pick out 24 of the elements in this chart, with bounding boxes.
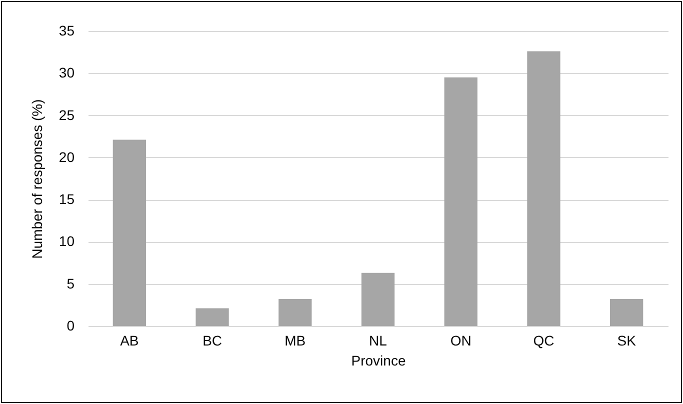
y-tick-label: 35	[58, 22, 75, 38]
y-tick-label: 30	[58, 64, 75, 81]
y-tick-label: 15	[58, 191, 75, 208]
x-tick-label: AB	[120, 332, 139, 348]
y-axis-title: Number of responses (%)	[28, 99, 45, 259]
x-tick-label: QC	[533, 332, 554, 348]
bar	[444, 77, 478, 326]
x-axis-title: Province	[351, 352, 406, 368]
x-tick-label: MB	[284, 332, 306, 348]
bar	[527, 51, 560, 326]
y-tick-label: 25	[58, 106, 75, 123]
x-tick-label: ON	[450, 332, 472, 348]
bar	[361, 272, 395, 326]
y-tick-label: 0	[66, 318, 75, 334]
x-tick-label: NL	[369, 332, 388, 348]
y-tick-label: 20	[58, 148, 75, 165]
bar	[196, 308, 229, 326]
y-tick-label: 10	[58, 233, 75, 250]
bar	[610, 299, 644, 326]
bar	[278, 299, 312, 326]
x-tick-label: SK	[617, 332, 637, 348]
x-tick-label: BC	[202, 332, 222, 348]
y-tick-label: 5	[66, 275, 75, 292]
bar	[112, 140, 146, 326]
